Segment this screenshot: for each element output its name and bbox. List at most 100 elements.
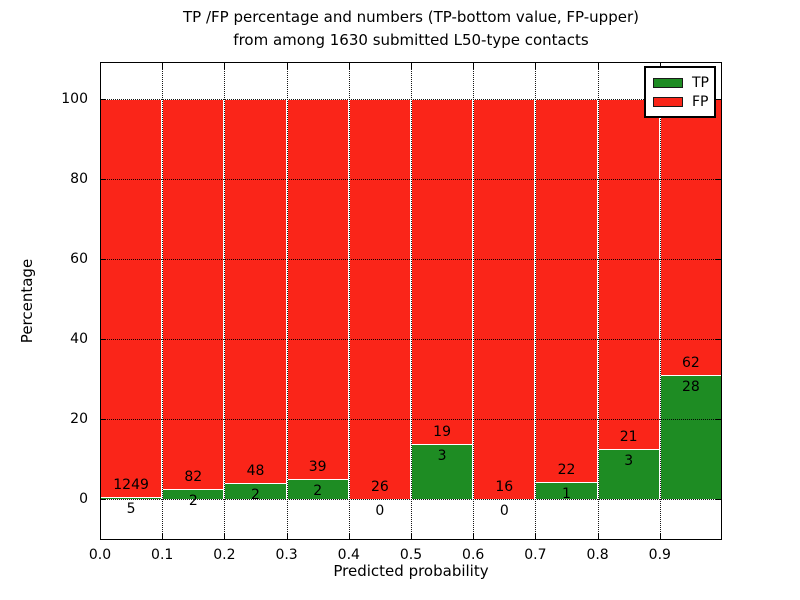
y-tick-mark — [100, 179, 106, 180]
x-tick-mark — [224, 533, 226, 539]
fp-count-label: 39 — [308, 459, 327, 476]
tp-count-label: 2 — [313, 483, 323, 500]
y-tick-label: 0 — [79, 491, 88, 507]
tp-count-label: 0 — [499, 503, 509, 519]
v-gridline — [535, 62, 537, 540]
fp-bar-segment — [348, 99, 411, 499]
x-tick-label: 0.1 — [151, 547, 174, 563]
tp-count-label: 2 — [251, 487, 260, 503]
v-gridline — [224, 62, 226, 540]
fp-bar-segment — [100, 99, 163, 498]
fp-count-label: 22 — [557, 461, 576, 478]
v-gridline — [473, 62, 475, 540]
x-tick-label: 0.9 — [648, 547, 671, 563]
fp-bar-segment — [286, 99, 349, 480]
legend-label: FP — [692, 93, 709, 110]
v-gridline — [286, 62, 288, 540]
x-axis-label: Predicted probability — [333, 562, 489, 580]
tp-bar-segment — [411, 444, 474, 499]
y-tick-label: 100 — [61, 91, 88, 107]
legend-label: TP — [692, 74, 709, 91]
tp-count-label: 0 — [375, 503, 385, 519]
x-tick-mark — [100, 533, 101, 539]
tp-count-label: 3 — [437, 448, 447, 465]
x-tick-mark — [348, 533, 350, 539]
x-tick-label: 0.6 — [462, 547, 485, 563]
fp-count-label: 82 — [184, 469, 203, 486]
v-gridline — [659, 62, 661, 540]
x-tick-mark — [659, 533, 661, 539]
y-tick-label: 20 — [70, 411, 88, 427]
x-tick-label: 0.8 — [586, 547, 609, 563]
fp-count-label: 21 — [619, 429, 638, 445]
tp-count-label: 3 — [624, 453, 634, 469]
y-tick-mark — [100, 99, 106, 100]
y-tick-mark — [716, 179, 722, 180]
x-tick-mark — [473, 533, 475, 539]
x-tick-mark — [411, 63, 412, 69]
fp-count-label: 26 — [370, 479, 389, 495]
x-tick-mark — [473, 63, 475, 69]
v-gridline — [411, 62, 412, 540]
fp-count-label: 48 — [246, 463, 265, 479]
fp-count-label: 16 — [495, 479, 514, 495]
x-tick-mark — [162, 533, 164, 539]
y-tick-mark — [100, 339, 106, 340]
x-tick-mark — [597, 533, 599, 539]
x-tick-mark — [224, 63, 226, 69]
tp-count-label: 5 — [126, 501, 136, 518]
plot-area: 1249 5 82 2 48 2 39 2 26 0 19 3 16 0 22 1 21 3 62 28 — [100, 62, 722, 540]
y-tick-label: 60 — [70, 251, 88, 267]
fp-bar-segment — [224, 99, 287, 483]
x-tick-label: 0.2 — [213, 547, 236, 563]
y-tick-mark — [716, 99, 722, 100]
chart-title-line2: from among 1630 submitted L50-type conta… — [233, 31, 589, 49]
y-tick-label: 40 — [70, 331, 88, 347]
y-tick-mark — [100, 419, 106, 420]
x-tick-mark — [100, 63, 101, 69]
fp-bar-segment — [597, 99, 660, 449]
x-tick-mark — [535, 533, 537, 539]
x-tick-mark — [286, 533, 288, 539]
fp-count-label: 19 — [433, 424, 451, 441]
x-tick-label: 0.3 — [275, 547, 298, 563]
v-gridline — [597, 62, 599, 540]
x-tick-mark — [162, 63, 164, 69]
x-tick-label: 0.4 — [337, 547, 360, 563]
x-tick-label: 0.5 — [399, 547, 423, 563]
y-tick-mark — [100, 499, 106, 500]
fp-count-label: 62 — [681, 354, 700, 371]
v-gridline — [348, 62, 350, 540]
legend-box: TP FP — [644, 66, 716, 118]
y-tick-mark — [716, 259, 722, 260]
x-tick-mark — [597, 63, 599, 69]
x-tick-mark — [411, 533, 412, 539]
tp-count-label: 28 — [681, 378, 700, 395]
y-tick-mark — [100, 259, 106, 260]
x-tick-label: 0.0 — [88, 547, 112, 563]
y-tick-label: 80 — [70, 171, 88, 187]
x-tick-mark — [286, 63, 288, 69]
fp-bar-segment — [659, 99, 722, 375]
tp-bar-segment — [659, 374, 722, 499]
y-tick-mark — [716, 419, 722, 420]
y-axis-label: Percentage — [18, 258, 36, 344]
y-tick-mark — [716, 339, 722, 340]
fp-bar-segment — [411, 99, 474, 445]
x-tick-mark — [535, 63, 537, 69]
legend-item-fp: FP — [653, 92, 709, 111]
tp-bar-segment — [597, 449, 660, 499]
x-tick-label: 0.7 — [524, 547, 547, 563]
fp-count-label: 1249 — [113, 477, 149, 494]
x-tick-mark — [348, 63, 350, 69]
legend-item-tp: TP — [653, 73, 709, 92]
fp-color-swatch — [653, 96, 683, 107]
fp-bar-segment — [162, 99, 225, 490]
v-gridline — [162, 62, 164, 540]
tp-count-label: 1 — [562, 485, 571, 502]
fp-bar-segment — [535, 99, 598, 482]
fp-bar-segment — [473, 99, 536, 499]
y-tick-mark — [716, 499, 722, 500]
chart-title-line1: TP /FP percentage and numbers (TP-bottom… — [183, 8, 639, 26]
